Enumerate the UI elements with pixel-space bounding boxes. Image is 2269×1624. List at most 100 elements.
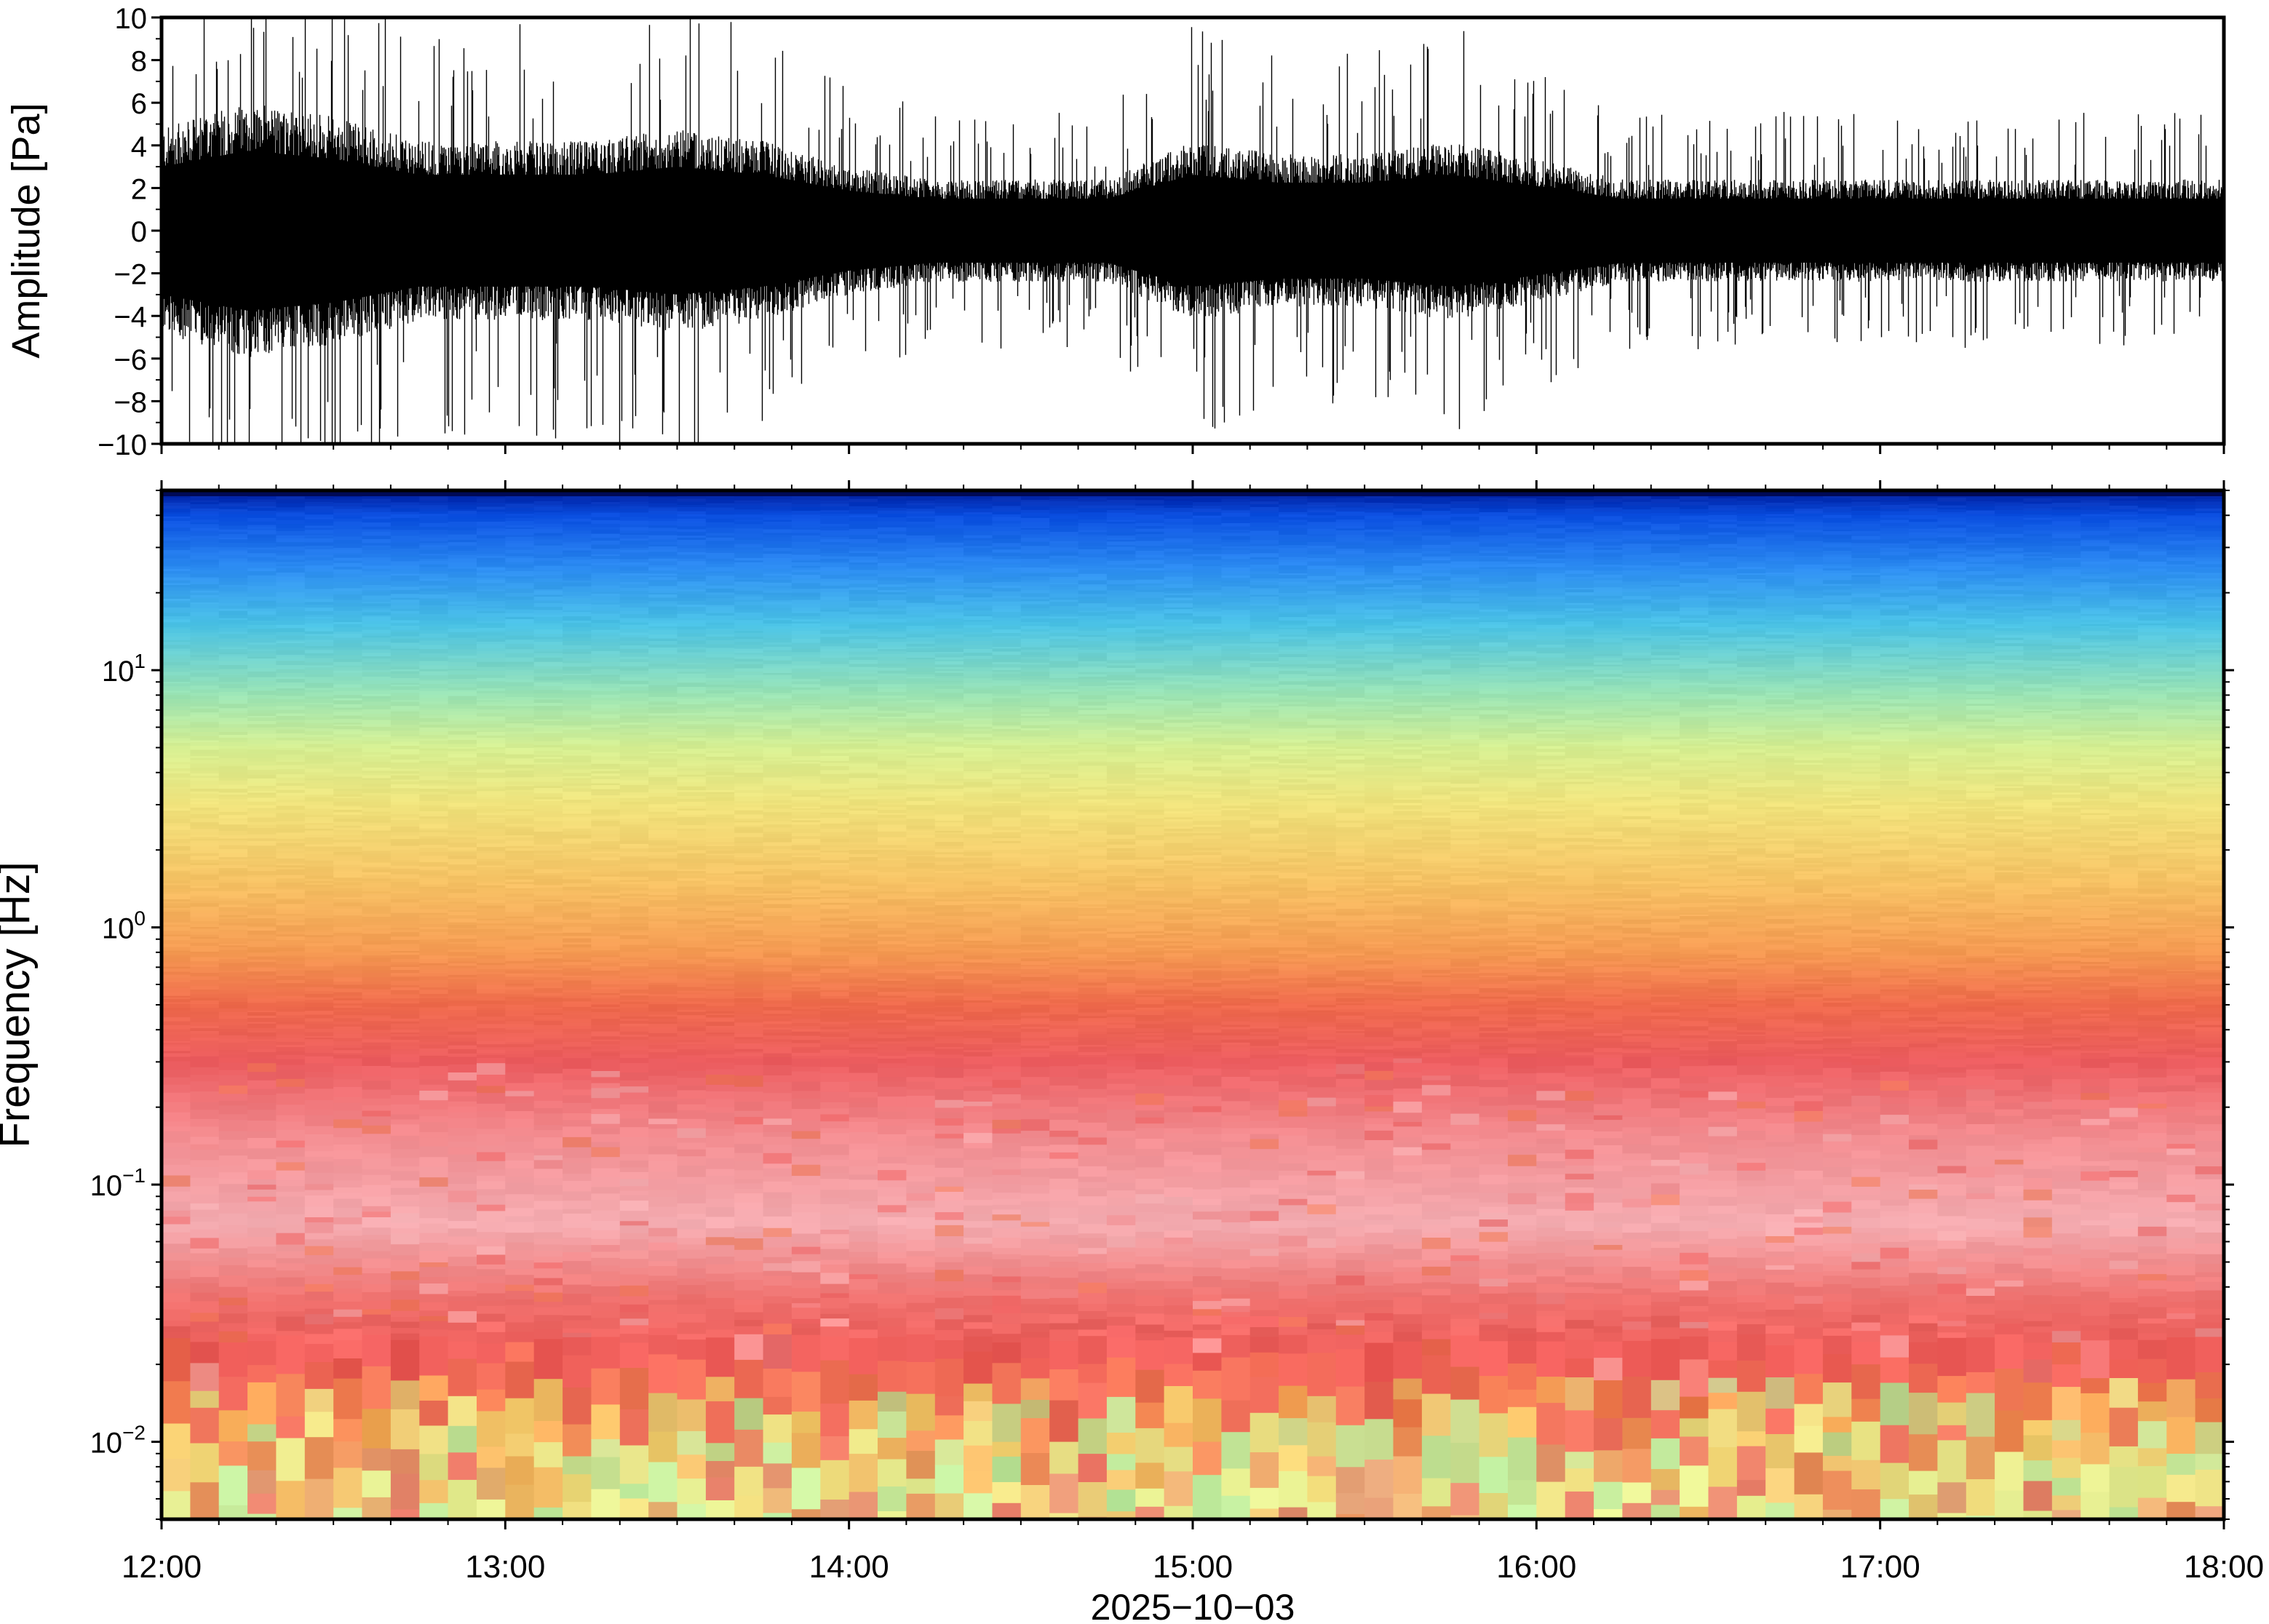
spectrogram-cell: [390, 569, 420, 571]
spectrogram-cell: [162, 950, 191, 953]
spectrogram-cell: [190, 689, 220, 693]
spectrogram-cell: [619, 821, 649, 825]
spectrogram-cell: [448, 1000, 477, 1004]
spectrogram-cell: [190, 939, 220, 944]
spectrogram-cell: [333, 821, 363, 827]
spectrogram-cell: [419, 875, 449, 879]
spectrogram-cell: [448, 1479, 477, 1518]
spectrogram-cell: [734, 521, 764, 525]
spectrogram-cell: [591, 865, 621, 870]
spectrogram-cell: [162, 1232, 191, 1244]
spectrogram-cell: [448, 1096, 477, 1102]
spectrogram-cell: [390, 741, 420, 745]
spectrogram-cell: [162, 833, 191, 837]
spectrogram-cell: [304, 1014, 334, 1019]
spectrogram-cell: [333, 766, 363, 771]
spectrogram-cell: [448, 617, 477, 621]
spectrogram-cell: [563, 563, 592, 567]
spectrogram-cell: [505, 666, 535, 671]
spectrogram-cell: [533, 878, 563, 883]
spectrogram-cell: [705, 918, 735, 923]
spectrogram-cell: [390, 1409, 420, 1450]
spectrogram-cell: [705, 837, 735, 843]
spectrogram-cell: [190, 651, 220, 654]
spectrogram-cell: [218, 1331, 248, 1343]
spectrogram-cell: [390, 1206, 420, 1214]
spectrogram-cell: [247, 530, 277, 536]
spectrogram-cell: [563, 809, 592, 811]
spectrogram-cell: [304, 578, 334, 581]
spectrogram-cell: [362, 934, 392, 939]
spectrogram-cell: [619, 1086, 649, 1094]
spectrogram-cell: [362, 1098, 392, 1106]
spectrogram-cell: [705, 1034, 735, 1037]
spectrogram-cell: [477, 700, 506, 703]
spectrogram-cell: [677, 589, 707, 592]
spectrogram-cell: [162, 1051, 191, 1054]
spectrogram-cell: [734, 735, 764, 738]
spectrogram-cell: [619, 1186, 649, 1192]
spectrogram-cell: [419, 836, 449, 840]
spectrogram-cell: [390, 531, 420, 537]
spectrogram-cell: [362, 970, 392, 974]
spectrogram-cell: [563, 917, 592, 920]
spectrogram-cell: [390, 1006, 420, 1011]
spectrogram-cell: [448, 907, 477, 911]
spectrogram-cell: [591, 928, 621, 931]
spectrogram-cell: [591, 517, 621, 521]
spectrogram-cell: [563, 586, 592, 589]
spectrogram-cell: [247, 525, 277, 528]
spectrogram-cell: [477, 651, 506, 654]
spectrogram-cell: [362, 571, 392, 576]
spectrogram-cell: [333, 998, 363, 1001]
spectrogram-cell: [448, 888, 477, 893]
spectrogram-cell: [390, 594, 420, 599]
spectrogram-cell: [619, 843, 649, 847]
spectrogram-cell: [648, 586, 678, 590]
spectrogram-cell: [677, 1184, 707, 1195]
spectrogram-cell: [362, 759, 392, 763]
spectrogram-cell: [162, 1302, 191, 1310]
spectrogram-cell: [362, 795, 392, 800]
spectrogram-cell: [419, 533, 449, 536]
spectrogram-cell: [533, 1013, 563, 1016]
spectrogram-cell: [533, 751, 563, 754]
spectrogram-cell: [477, 1269, 506, 1277]
spectrogram-cell: [591, 1109, 621, 1115]
spectrogram-cell: [677, 750, 707, 755]
spectrogram-cell: [333, 1096, 363, 1104]
spectrogram-cell: [218, 584, 248, 588]
spectrogram-cell: [448, 898, 477, 903]
spectrogram-cell: [190, 840, 220, 843]
spectrogram-cell: [705, 951, 735, 955]
spectrogram-cell: [390, 860, 420, 863]
spectrogram-cell: [734, 867, 764, 872]
spectrogram-cell: [648, 761, 678, 765]
spectrogram-cell: [563, 769, 592, 773]
spectrogram-cell: [477, 948, 506, 953]
spectrogram-cell: [390, 585, 420, 588]
spectrogram-cell: [563, 965, 592, 969]
spectrogram-cell: [276, 998, 306, 1002]
spectrogram-cell: [362, 731, 392, 736]
spectrogram-cell: [505, 558, 535, 563]
spectrogram-cell: [563, 1274, 592, 1286]
spectrogram-cell: [390, 557, 420, 562]
spectrogram-cell: [304, 1478, 334, 1518]
spectrogram-cell: [276, 824, 306, 828]
spectrogram-cell: [218, 789, 248, 793]
spectrogram-cell: [563, 1058, 592, 1070]
spectrogram-cell: [648, 1190, 678, 1198]
spectrogram-cell: [619, 1225, 649, 1234]
spectrogram-cell: [563, 694, 592, 698]
spectrogram-cell: [218, 655, 248, 658]
spectrogram-cell: [390, 1180, 420, 1189]
spectrogram-cell: [563, 1010, 592, 1014]
spectrogram-cell: [419, 1109, 449, 1117]
spectrogram-cell: [533, 905, 563, 909]
spectrogram-cell: [162, 550, 191, 554]
spectrogram-cell: [533, 741, 563, 746]
spectrogram-cell: [563, 1201, 592, 1210]
spectrogram-cell: [619, 776, 649, 781]
